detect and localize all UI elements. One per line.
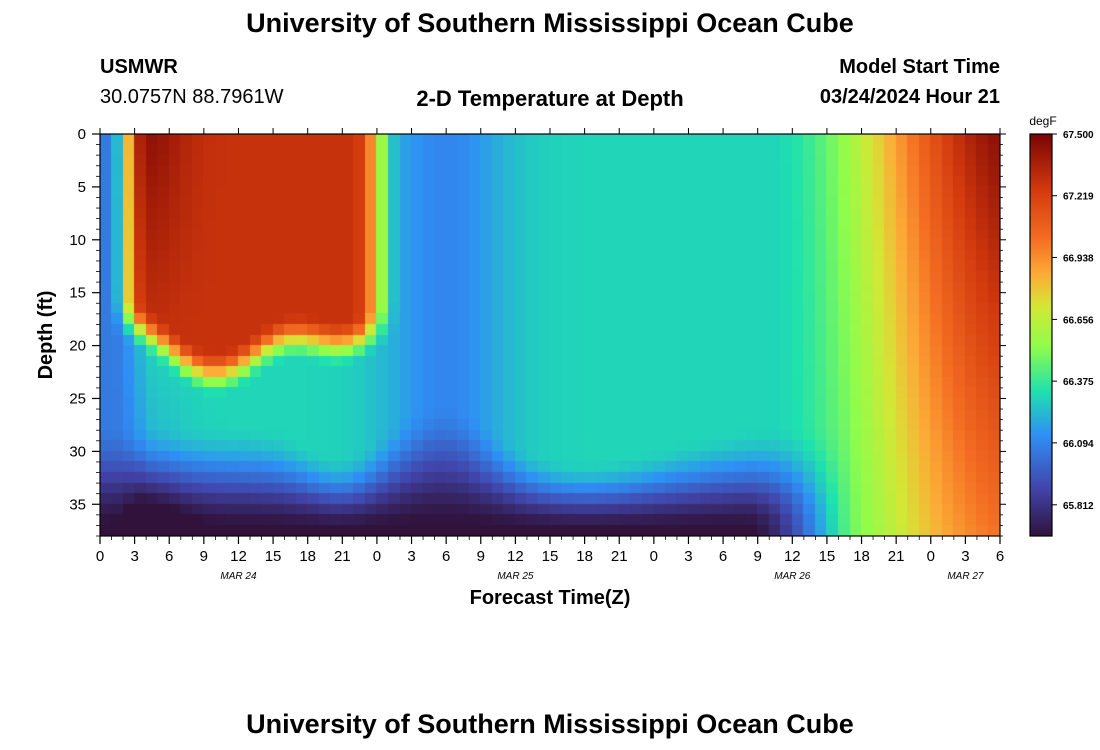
station-name: USMWR [100, 56, 178, 78]
x-tick-label: 15 [819, 548, 836, 565]
x-tick-label: 12 [230, 548, 247, 565]
plot-title: 2-D Temperature at Depth [416, 86, 684, 111]
colorbar-units: degF [1029, 114, 1056, 128]
x-tick-label: 0 [373, 548, 381, 565]
x-tick-label: 18 [853, 548, 870, 565]
date-label: MAR 24 [220, 571, 257, 582]
x-tick-label: 9 [477, 548, 485, 565]
page-title: University of Southern Mississippi Ocean… [246, 8, 854, 38]
colorbar-tick-label: 66.375 [1063, 377, 1094, 388]
y-tick-label: 0 [78, 126, 86, 143]
y-tick-label: 10 [69, 232, 86, 249]
colorbar-tick-label: 67.219 [1063, 192, 1094, 203]
x-tick-label: 0 [927, 548, 935, 565]
x-tick-label: 0 [96, 548, 104, 565]
x-axis-label: Forecast Time(Z) [470, 587, 631, 609]
colorbar-tick-label: 66.094 [1063, 439, 1094, 450]
date-label: MAR 25 [497, 571, 534, 582]
x-tick-label: 3 [961, 548, 969, 565]
station-coordinates: 30.0757N 88.7961W [100, 86, 284, 108]
x-tick-label: 3 [130, 548, 138, 565]
footer-title: University of Southern Mississippi Ocean… [246, 709, 854, 739]
x-tick-label: 21 [611, 548, 628, 565]
date-label: MAR 27 [947, 571, 984, 582]
date-label: MAR 26 [774, 571, 811, 582]
x-tick-label: 6 [996, 548, 1004, 565]
x-tick-label: 21 [334, 548, 351, 565]
x-tick-label: 9 [754, 548, 762, 565]
x-tick-label: 3 [684, 548, 692, 565]
y-tick-label: 25 [69, 390, 86, 407]
y-tick-label: 30 [69, 443, 86, 460]
x-tick-label: 18 [576, 548, 593, 565]
x-tick-label: 15 [542, 548, 559, 565]
x-tick-label: 6 [719, 548, 727, 565]
y-tick-label: 5 [78, 179, 86, 196]
x-tick-label: 18 [299, 548, 316, 565]
y-axis-label: Depth (ft) [35, 291, 57, 380]
x-tick-label: 21 [888, 548, 905, 565]
x-tick-label: 0 [650, 548, 658, 565]
y-tick-label: 35 [69, 496, 86, 513]
colorbar-tick-label: 67.500 [1063, 130, 1094, 141]
x-tick-label: 12 [507, 548, 524, 565]
y-tick-label: 20 [69, 338, 86, 355]
colorbar-tick-label: 65.812 [1063, 501, 1094, 512]
x-tick-label: 6 [442, 548, 450, 565]
colorbar-tick-label: 66.938 [1063, 253, 1094, 264]
x-tick-label: 6 [165, 548, 173, 565]
x-tick-label: 12 [784, 548, 801, 565]
colorbar-tick-label: 66.656 [1063, 315, 1094, 326]
colorbar [1029, 133, 1053, 537]
y-tick-label: 15 [69, 285, 86, 302]
x-tick-label: 3 [407, 548, 415, 565]
x-tick-label: 15 [265, 548, 282, 565]
model-start-value: 03/24/2024 Hour 21 [819, 86, 1000, 108]
x-tick-label: 9 [200, 548, 208, 565]
model-start-label: Model Start Time [839, 56, 1000, 78]
